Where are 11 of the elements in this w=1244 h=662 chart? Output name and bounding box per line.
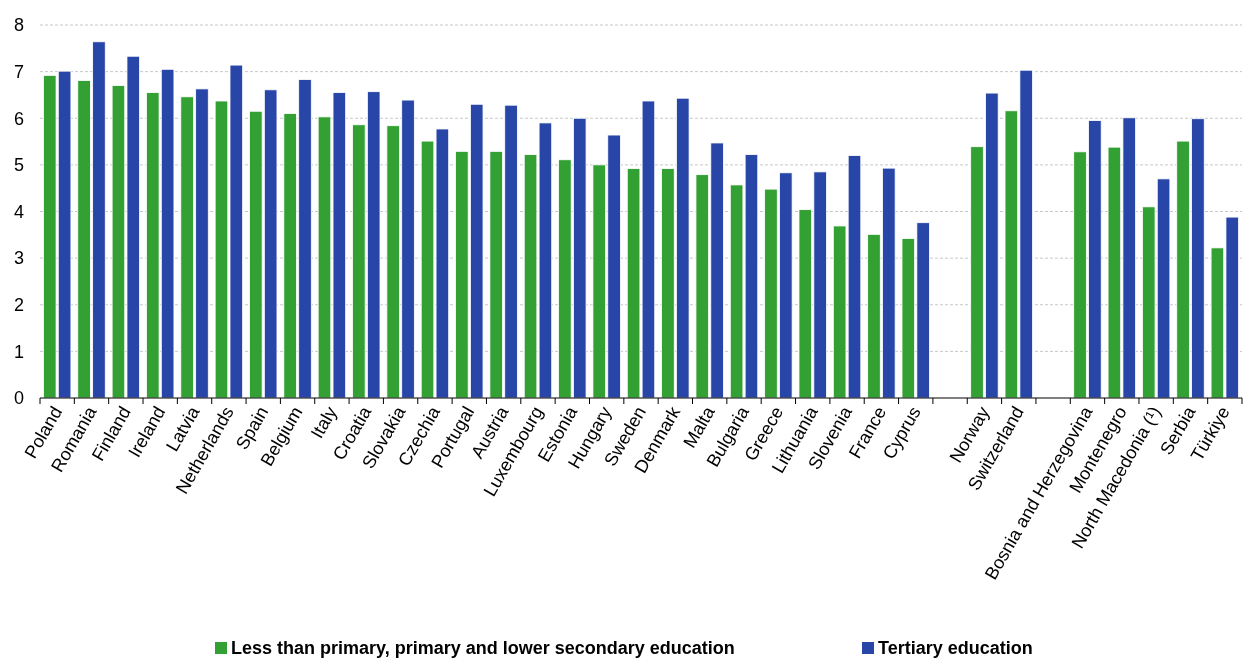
- y-tick-label: 5: [13, 155, 24, 176]
- legend-label: Tertiary education: [878, 638, 1033, 658]
- y-tick-label: 4: [13, 201, 24, 222]
- y-tick-label: 7: [13, 61, 24, 82]
- y-tick-label: 0: [13, 388, 24, 409]
- y-tick-label: 2: [13, 295, 24, 316]
- y-tick-label: 1: [13, 341, 24, 362]
- y-tick-label: 8: [13, 15, 24, 36]
- y-tick-label: 3: [13, 248, 24, 269]
- y-tick-label: 6: [13, 108, 24, 129]
- legend-label: Less than primary, primary and lower secondary education: [231, 638, 735, 658]
